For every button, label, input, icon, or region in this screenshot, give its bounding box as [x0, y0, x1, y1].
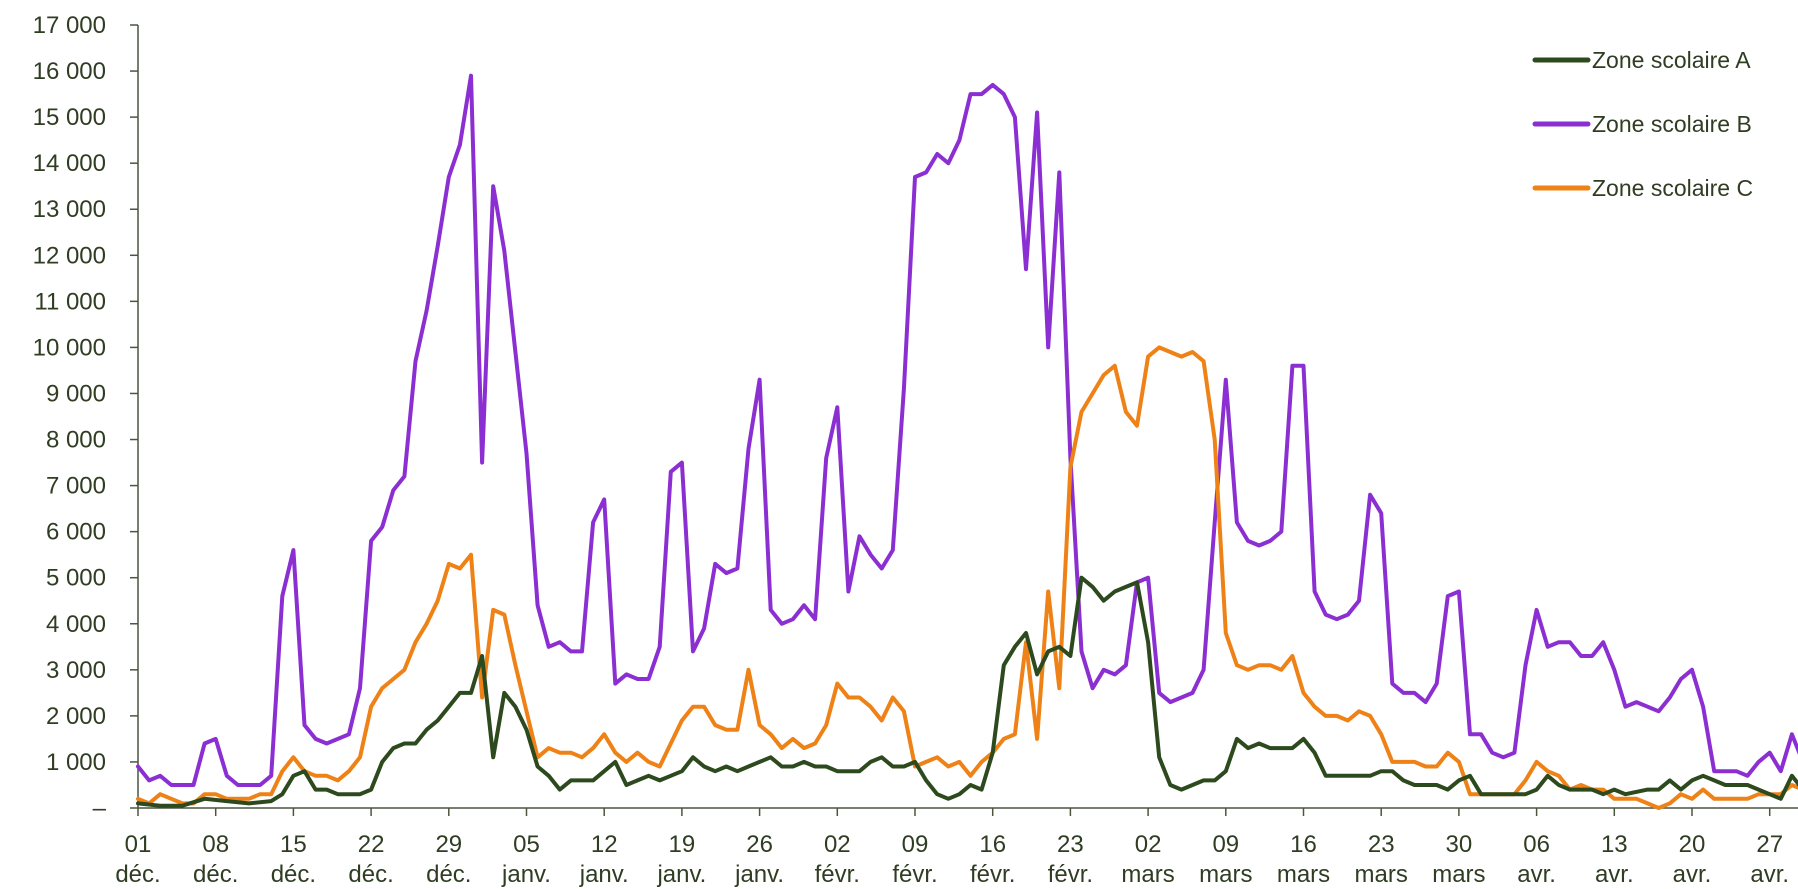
x-tick-label: 02 mars [1121, 831, 1174, 888]
y-tick-label: 9 000 [46, 380, 106, 407]
legend-label: Zone scolaire C [1592, 175, 1753, 201]
x-tick-label: 30 mars [1432, 831, 1485, 888]
y-tick-label: 3 000 [46, 657, 106, 684]
x-tick-label: 06 avr. [1517, 831, 1556, 888]
y-tick-label: 8 000 [46, 427, 106, 454]
y-tick-label: 10 000 [33, 334, 106, 361]
y-tick-label: 11 000 [34, 288, 106, 315]
y-tick-label: 1 000 [46, 749, 106, 776]
x-tick-label: 02 févr. [815, 831, 860, 888]
series-line-zone-scolaire-b [136, 73, 1798, 787]
legend: Zone scolaire A Zone scolaire B Zone scola… [1532, 47, 1753, 201]
y-tick-label: 15 000 [33, 104, 106, 131]
y-tick-label: 13 000 [33, 196, 106, 223]
series-line-zone-scolaire-a [136, 575, 1798, 808]
y-tick-label: 5 000 [46, 565, 106, 592]
y-tick-label: – [93, 795, 107, 822]
y-tick-label: 12 000 [33, 242, 106, 269]
y-axis: – 1 000 2 000 3 000 4 000 5 000 6 000 7 000 8 00… [33, 12, 139, 822]
x-tick-label: 23 févr. [1048, 831, 1093, 888]
x-tick-label: 09 mars [1199, 831, 1252, 888]
x-tick-label: 26 janv. [734, 831, 784, 888]
x-tick-label: 22 déc. [348, 831, 393, 888]
legend-label: Zone scolaire B [1592, 111, 1752, 137]
series-line-zone-scolaire-c [136, 345, 1798, 810]
x-tick-label: 16 févr. [970, 831, 1015, 888]
x-tick-label: 08 déc. [193, 831, 238, 888]
y-tick-label: 7 000 [46, 473, 106, 500]
x-axis: 01 déc. 08 déc. 15 déc. 22 déc. 29 déc. 05 janv. 12 j… [115, 807, 1798, 888]
series-lines [136, 73, 1798, 810]
x-tick-label: 09 févr. [892, 831, 937, 888]
y-tick-label: 2 000 [46, 703, 106, 730]
x-tick-label: 12 janv. [579, 831, 629, 888]
x-tick-label: 29 déc. [426, 831, 471, 888]
x-tick-label: 23 mars [1355, 831, 1408, 888]
y-tick-label: 6 000 [46, 519, 106, 546]
y-tick-label: 14 000 [33, 150, 106, 177]
x-tick-label: 16 mars [1277, 831, 1330, 888]
x-tick-label: 20 avr. [1673, 831, 1712, 888]
y-tick-label: 16 000 [33, 58, 106, 85]
x-tick-label: 15 déc. [271, 831, 316, 888]
y-tick-label: 4 000 [46, 611, 106, 638]
x-tick-label: 19 janv. [656, 831, 706, 888]
y-tick-label: 17 000 [33, 12, 106, 39]
x-tick-label: 27 avr. [1750, 831, 1789, 888]
x-tick-label: 01 déc. [115, 831, 160, 888]
x-tick-label: 05 janv. [501, 831, 551, 888]
x-tick-label: 13 avr. [1595, 831, 1634, 888]
legend-label: Zone scolaire A [1592, 47, 1751, 73]
